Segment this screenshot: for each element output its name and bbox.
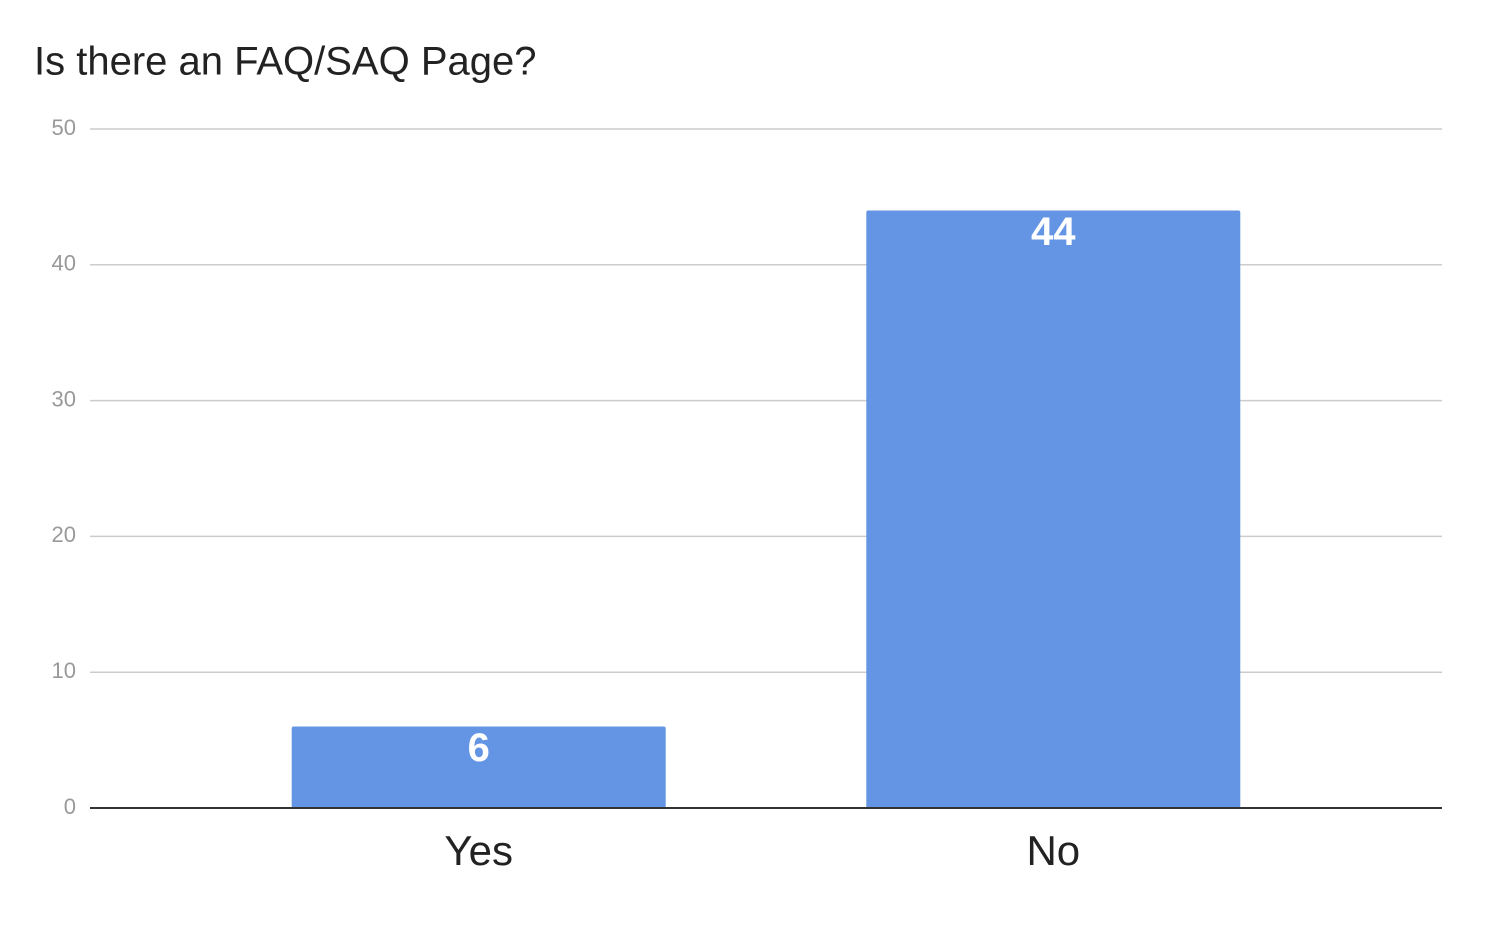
x-tick-label: No [1026,827,1080,874]
y-tick-label: 40 [52,251,76,276]
data-label: 6 [468,726,490,770]
data-label: 44 [1031,210,1076,254]
y-tick-label: 50 [52,115,76,140]
chart-title: Is there an FAQ/SAQ Page? [34,40,537,84]
x-tick-label: Yes [444,827,513,874]
y-tick-label: 0 [64,794,76,819]
bar [291,726,666,808]
y-tick-label: 30 [52,386,76,411]
y-tick-label: 20 [52,522,76,547]
bar [866,210,1241,809]
y-tick-label: 10 [52,658,76,683]
